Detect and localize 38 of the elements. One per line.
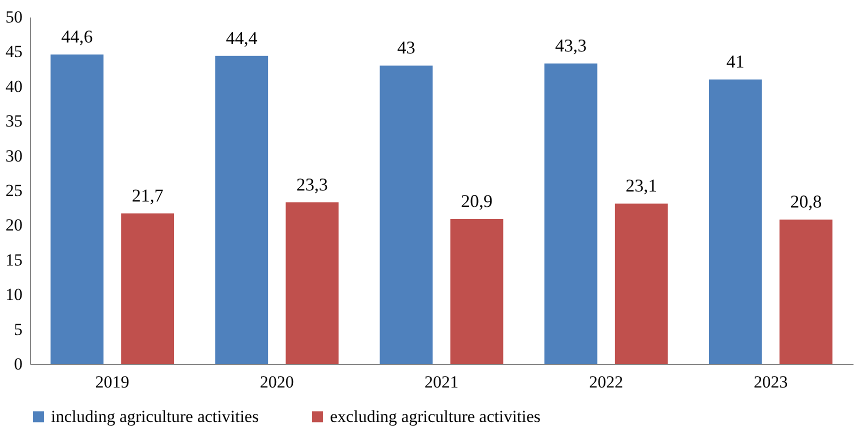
bar — [780, 220, 832, 364]
bar — [544, 64, 598, 364]
bar — [708, 79, 762, 364]
y-tick-label: 0 — [14, 354, 22, 374]
y-tick-label: 50 — [6, 8, 22, 26]
bar — [286, 202, 339, 364]
x-tick-label: 2023 — [754, 372, 788, 392]
x-tick-label: 2020 — [260, 372, 294, 392]
data-label: 21,7 — [132, 185, 164, 206]
bar — [450, 218, 504, 364]
y-tick-label: 20 — [6, 216, 22, 235]
x-tick-label: 2022 — [589, 372, 624, 392]
y-tick-label: 30 — [6, 146, 22, 166]
data-label: 20,8 — [790, 192, 822, 212]
y-tick-label: 40 — [6, 76, 22, 96]
legend-label: including agriculture activities — [51, 406, 259, 426]
x-tick-label: 2021 — [424, 372, 458, 392]
x-tick-label: 2019 — [95, 372, 130, 392]
data-label: 44,6 — [61, 26, 93, 46]
legend-label: excluding agriculture activities — [330, 406, 541, 426]
data-label: 43,3 — [555, 36, 587, 56]
data-label: 43 — [397, 38, 416, 58]
y-tick-label: 45 — [6, 42, 22, 62]
data-label: 44,4 — [226, 28, 258, 48]
y-tick-label: 25 — [6, 181, 22, 200]
y-tick-label: 10 — [6, 285, 22, 304]
bar — [380, 66, 433, 364]
bar — [121, 213, 174, 364]
y-tick-label: 15 — [6, 250, 22, 270]
bar — [50, 54, 104, 364]
data-label: 41 — [726, 51, 744, 72]
data-label: 23,1 — [626, 176, 658, 196]
y-tick-label: 5 — [14, 320, 22, 339]
data-label: 20,9 — [461, 190, 493, 211]
data-label: 23,3 — [296, 174, 328, 194]
y-tick-label: 35 — [6, 112, 22, 131]
bar — [614, 204, 668, 364]
bar — [215, 56, 268, 364]
